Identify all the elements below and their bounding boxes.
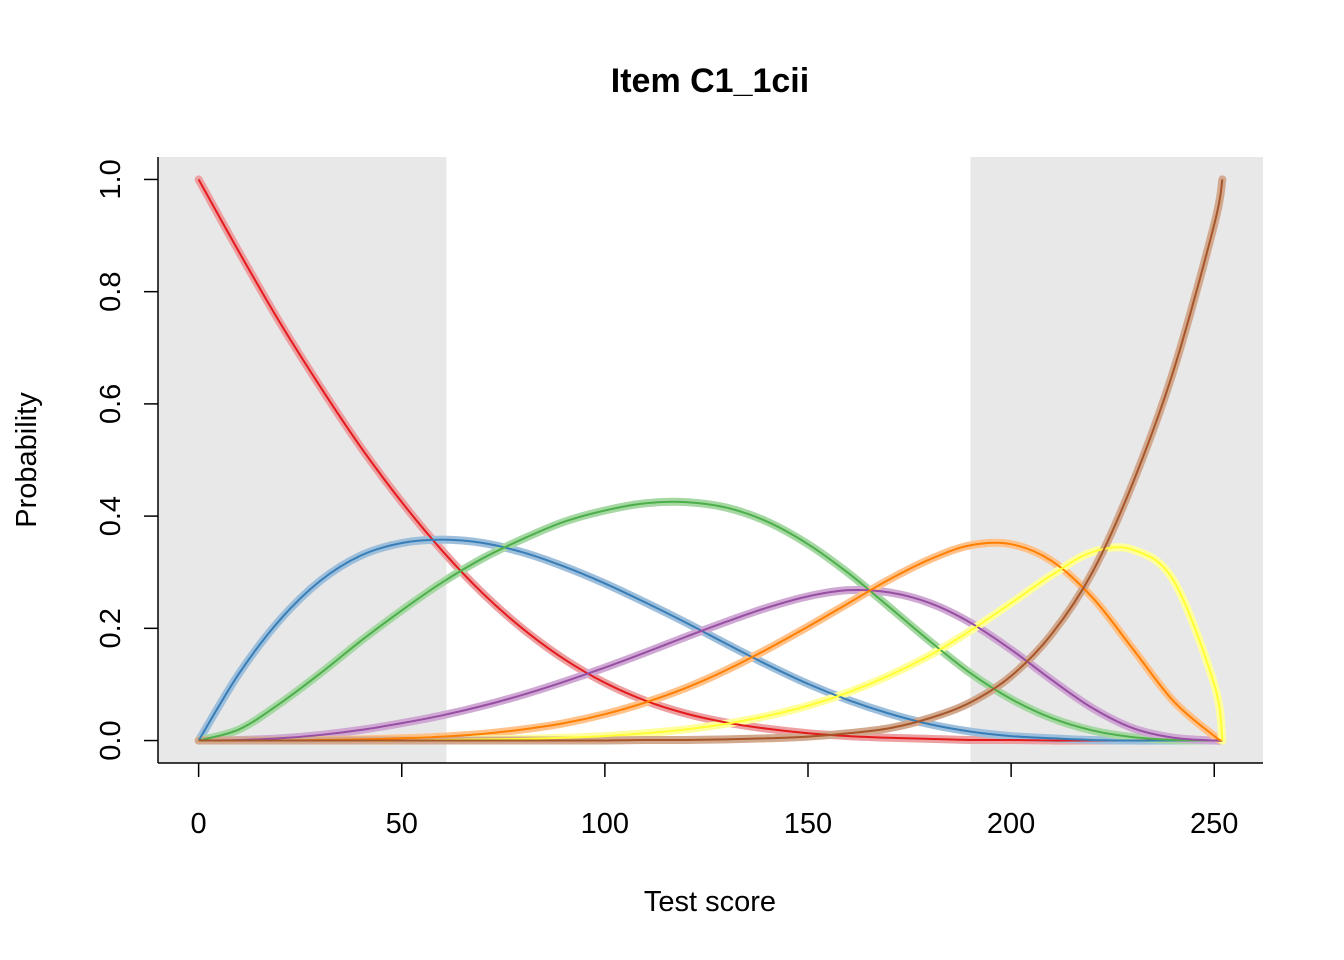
y-tick-label-0.4: 0.4 — [95, 496, 127, 536]
x-tick-label-50: 50 — [386, 808, 418, 840]
series-line-2 — [197, 538, 1223, 742]
x-tick-label-100: 100 — [581, 808, 629, 840]
y-tick-label-0.6: 0.6 — [95, 384, 127, 424]
series-line-3 — [198, 500, 1223, 742]
y-tick-label-0.8: 0.8 — [95, 272, 127, 312]
x-tick-label-150: 150 — [784, 808, 832, 840]
x-tick-label-200: 200 — [987, 808, 1035, 840]
series-lines — [197, 178, 1224, 742]
chart-title: Item C1_1cii — [611, 62, 809, 100]
series-line-4 — [198, 588, 1223, 742]
shaded-region-1 — [158, 157, 447, 763]
shaded-region-2 — [970, 157, 1263, 763]
x-tick-label-250: 250 — [1190, 808, 1238, 840]
series-line-5 — [198, 541, 1223, 742]
y-tick-label-0.0: 0.0 — [95, 720, 127, 760]
series-line-7 — [198, 179, 1224, 742]
x-axis-label: Test score — [644, 886, 776, 918]
y-tick-label-0.2: 0.2 — [95, 608, 127, 648]
y-axis-label: Probability — [11, 392, 43, 528]
x-tick-label-0: 0 — [191, 808, 207, 840]
series-line-1 — [197, 178, 1223, 742]
y-tick-label-1.0: 1.0 — [95, 159, 127, 199]
axes: 0 50 100 150 200 250 0.0 0.2 0.4 0.6 0.8 1.0 — [95, 157, 1263, 840]
shaded-regions — [158, 157, 1263, 763]
